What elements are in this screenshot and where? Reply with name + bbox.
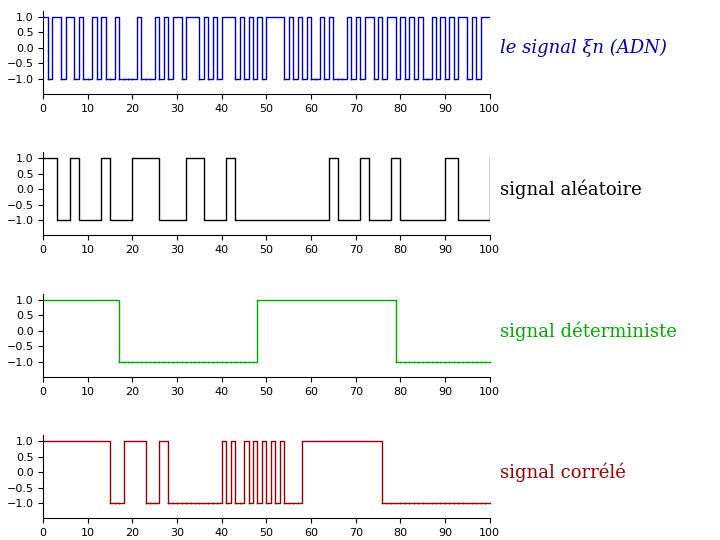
Text: signal corrélé: signal corrélé: [500, 463, 626, 482]
Text: le signal ξn (ADN): le signal ξn (ADN): [500, 39, 667, 57]
Text: signal déterministe: signal déterministe: [500, 321, 678, 341]
Text: signal aléatoire: signal aléatoire: [500, 180, 642, 199]
